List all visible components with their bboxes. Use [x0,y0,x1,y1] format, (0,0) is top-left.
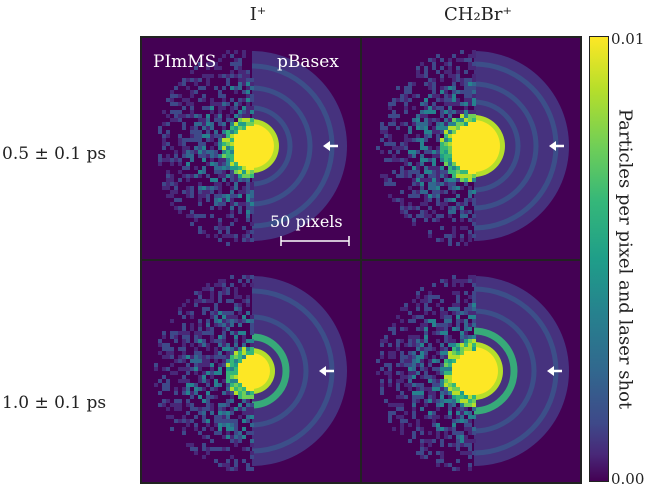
label-pbasex: pBasex [277,52,339,72]
row-label-1-0ps: 1.0 ± 0.1 ps [2,393,107,413]
arrow-left-icon [547,366,562,376]
column-title-iodine: I⁺ [249,4,267,25]
colorbar [589,36,609,482]
velocity-map-image [158,50,347,246]
column-title-ch2br: CH₂Br⁺ [443,4,513,25]
row-label-0-5ps: 0.5 ± 0.1 ps [2,144,107,164]
velocity-map-image [376,275,569,471]
velocity-map-image [154,275,347,471]
arrow-left-icon [323,141,338,151]
scale-bar-label: 50 pixels [270,212,343,231]
pimms-half [376,50,476,246]
label-pimms: PImMS [153,52,217,72]
panel-divider-horizontal [140,259,582,261]
velocity-map-image [376,50,569,246]
arrow-left-icon [549,141,564,151]
image-panel-ch2br-1-0ps [362,261,582,484]
colorbar-max-label: 0.01 [611,30,645,48]
scale-bar [280,236,350,246]
image-panel-ch2br-0-5ps [362,36,582,259]
colorbar-axis-label: Particles per pixel and laser shot [614,108,636,410]
pimms-half [158,50,254,246]
pimms-half [376,275,476,471]
image-panel-iodine-1-0ps [140,261,360,484]
pbasex-half [474,276,569,466]
arrow-left-icon [319,366,334,376]
colorbar-min-label: 0.00 [611,470,645,488]
pimms-half [154,275,254,471]
image-panel-iodine-0-5ps [140,36,360,259]
